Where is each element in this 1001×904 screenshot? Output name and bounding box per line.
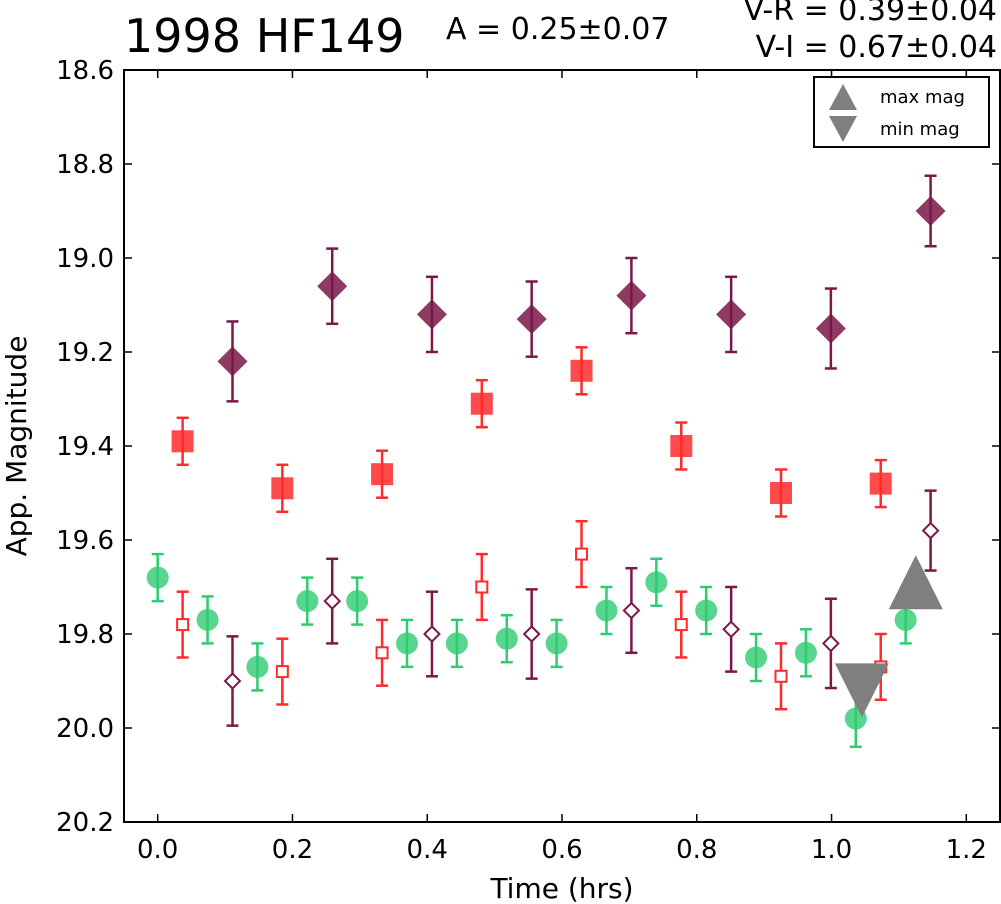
data-point-circle	[894, 608, 917, 631]
y-tick-label: 19.8	[56, 620, 114, 650]
data-point-circle	[794, 641, 817, 664]
max-mag-marker	[888, 555, 943, 610]
y-tick-label: 19.4	[56, 432, 114, 462]
data-point-diamond	[516, 304, 547, 335]
data-point-open-square	[774, 669, 788, 683]
x-tick-label: 1.2	[946, 835, 987, 865]
data-point-square	[271, 477, 294, 500]
y-tick-label: 19.0	[56, 244, 114, 274]
data-point-circle	[246, 655, 269, 678]
x-axis-label: Time (hrs)	[489, 872, 633, 904]
data-point-circle	[595, 599, 618, 622]
chart-marks	[146, 174, 946, 749]
data-point-diamond	[716, 299, 747, 330]
data-point-circle	[346, 590, 369, 613]
data-point-diamond	[915, 196, 946, 226]
legend-max-mag-label: max mag	[880, 87, 965, 108]
data-point-square	[869, 472, 892, 495]
data-point-open-diamond	[921, 521, 940, 540]
y-tick-label: 20.0	[56, 714, 114, 744]
data-point-open-square	[475, 580, 489, 594]
y-axis-label: App. Magnitude	[0, 336, 33, 557]
v-r-color-annotation: V-R = 0.39±0.04	[743, 0, 997, 28]
legend-max-mag-marker	[829, 84, 857, 110]
data-point-open-diamond	[223, 672, 242, 690]
x-tick-label: 0.6	[541, 835, 582, 865]
plot-frame	[123, 69, 1001, 823]
data-point-circle	[495, 627, 518, 650]
data-point-open-square	[375, 646, 389, 660]
data-point-diamond	[317, 271, 348, 302]
data-point-circle	[146, 566, 169, 589]
min-mag-marker	[834, 663, 889, 718]
amplitude-annotation: A = 0.25±0.07	[446, 12, 670, 47]
data-point-circle	[545, 632, 568, 655]
data-point-circle	[445, 632, 468, 655]
y-tick-label: 20.2	[56, 808, 114, 838]
data-point-diamond	[616, 280, 647, 311]
y-tick-label: 19.2	[56, 338, 114, 368]
data-point-circle	[196, 608, 219, 631]
data-point-open-diamond	[821, 634, 840, 653]
y-axis: 18.6 18.8 19.0 19.2 19.4 19.6 19.8 20.0 20.2	[56, 56, 1000, 838]
v-i-color-annotation: V-I = 0.67±0.04	[755, 30, 997, 65]
legend-min-mag-marker	[829, 116, 857, 142]
x-axis: 0.0 0.2 0.4 0.6 0.8 1.0 1.2	[137, 70, 987, 865]
data-point-square	[770, 482, 792, 504]
x-tick-label: 0.2	[272, 835, 313, 865]
x-tick-label: 1.0	[811, 835, 852, 865]
data-point-circle	[645, 571, 668, 594]
data-point-open-square	[575, 547, 589, 561]
y-tick-label: 18.6	[56, 56, 114, 86]
data-point-circle	[296, 590, 319, 613]
data-point-square	[171, 430, 194, 453]
x-tick-label: 0.4	[407, 835, 448, 865]
data-point-diamond	[416, 299, 447, 330]
data-point-circle	[396, 632, 419, 655]
data-point-square	[371, 463, 394, 486]
data-point-circle	[745, 646, 768, 669]
data-point-square	[570, 359, 593, 382]
data-point-circle	[695, 599, 718, 622]
x-tick-label: 0.8	[676, 835, 717, 865]
data-point-open-square	[176, 618, 190, 632]
y-tick-label: 18.8	[56, 150, 114, 180]
data-point-square	[670, 435, 693, 457]
legend: max mag min mag	[813, 76, 990, 148]
data-point-diamond	[815, 313, 846, 344]
data-point-open-square	[275, 665, 289, 679]
data-point-open-diamond	[522, 625, 541, 643]
data-point-diamond	[217, 346, 248, 377]
data-point-open-diamond	[722, 620, 741, 639]
data-point-open-diamond	[622, 601, 641, 620]
data-point-square	[470, 392, 493, 415]
data-point-open-square	[674, 618, 688, 632]
data-point-open-diamond	[423, 625, 441, 643]
legend-min-mag-label: min mag	[880, 119, 960, 140]
x-tick-label: 0.0	[137, 835, 178, 865]
chart-title: 1998 HF149	[124, 9, 405, 63]
y-tick-label: 19.6	[56, 526, 114, 556]
data-point-open-diamond	[323, 592, 342, 611]
